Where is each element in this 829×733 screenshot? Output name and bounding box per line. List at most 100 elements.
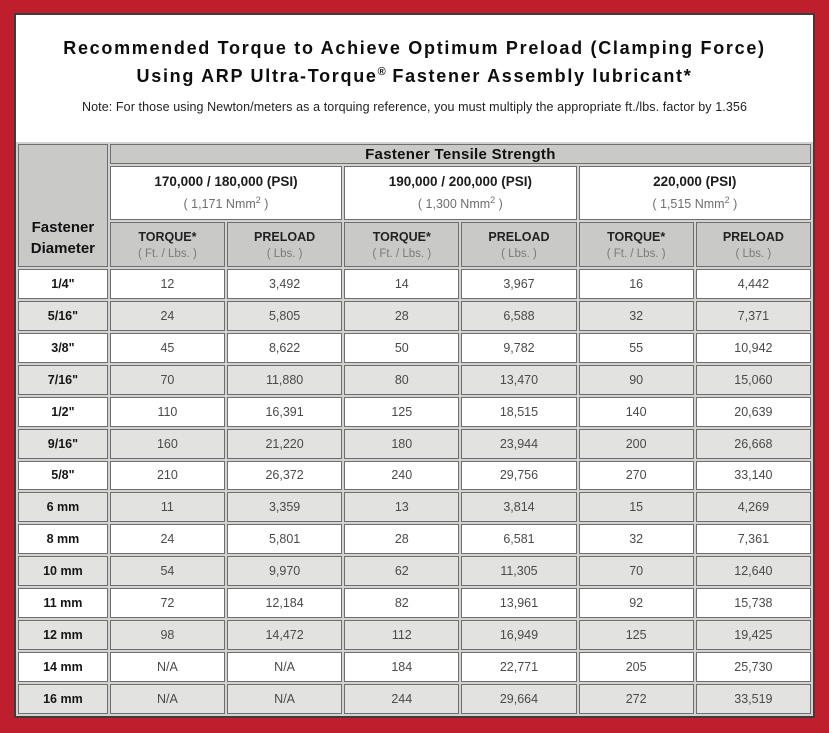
preload-170-cell: 14,472 <box>227 620 343 651</box>
tensile-strength-header: Fastener Tensile Strength <box>109 144 811 164</box>
row-diameter: 8 mm <box>18 524 108 555</box>
preload-220-cell: 20,639 <box>695 396 811 427</box>
table-row: 11 mm 72 12,184 82 13,961 92 15,738 <box>18 588 811 619</box>
torque-170-cell: 98 <box>109 620 225 651</box>
preload-170-cell: 26,372 <box>227 460 343 491</box>
fastener-diameter-header-line2: Diameter <box>30 240 95 257</box>
torque-220-cell: 16 <box>578 269 694 299</box>
preload-190-cell: 3,967 <box>461 269 577 299</box>
preload-170-cell: N/A <box>227 652 343 682</box>
torque-170-cell: 72 <box>109 588 225 619</box>
preload-190-cell: 13,470 <box>461 364 577 395</box>
torque-170-cell: 160 <box>109 428 225 459</box>
torque-190-cell: 125 <box>344 396 460 427</box>
preload-170-cell: 5,801 <box>227 524 343 555</box>
torque-220-cell: 90 <box>578 364 694 395</box>
psi-rating-label: 190,000 / 200,000 (PSI) <box>388 174 533 190</box>
torque-190-cell: 82 <box>344 588 460 619</box>
preload-220-cell: 15,060 <box>695 364 811 395</box>
torque-170-cell: 11 <box>109 492 225 523</box>
torque-170-cell: 12 <box>109 269 225 299</box>
psi-rating-label: 220,000 (PSI) <box>653 174 737 190</box>
preload-190-cell: 13,961 <box>461 588 577 619</box>
preload-column-header: PRELOAD ( Lbs. ) <box>461 222 577 267</box>
column-header-row: TORQUE* ( Ft. / Lbs. ) PRELOAD ( Lbs. ) … <box>18 222 811 267</box>
torque-220-cell: 70 <box>578 556 694 587</box>
title-block: Recommended Torque to Achieve Optimum Pr… <box>16 15 813 142</box>
row-diameter: 3/8" <box>18 332 108 363</box>
preload-220-cell: 15,738 <box>695 588 811 619</box>
table-row: 5/8" 210 26,372 240 29,756 270 33,140 <box>18 460 811 491</box>
torque-column-header: TORQUE* ( Ft. / Lbs. ) <box>109 222 225 267</box>
row-diameter: 12 mm <box>18 620 108 651</box>
title-line2-post: Fastener Assembly lubricant* <box>385 65 693 86</box>
preload-220-cell: 33,140 <box>695 460 811 491</box>
preload-190-cell: 29,664 <box>461 683 577 714</box>
torque-column-header: TORQUE* ( Ft. / Lbs. ) <box>344 222 460 267</box>
torque-190-cell: 180 <box>344 428 460 459</box>
preload-220-cell: 33,519 <box>695 683 811 714</box>
title-line2-pre: Using ARP Ultra-Torque <box>136 65 378 86</box>
content-panel: Recommended Torque to Achieve Optimum Pr… <box>14 13 815 718</box>
preload-220-cell: 4,269 <box>695 492 811 523</box>
torque-170-cell: N/A <box>109 683 225 714</box>
fastener-diameter-header: Fastener Diameter <box>18 144 108 267</box>
preload-190-cell: 6,581 <box>461 524 577 555</box>
psi-rating-label: 170,000 / 180,000 (PSI) <box>154 174 298 190</box>
preload-190-cell: 18,515 <box>461 396 577 427</box>
torque-190-cell: 13 <box>344 492 460 523</box>
tensile-strength-row: Fastener Diameter Fastener Tensile Stren… <box>18 144 811 267</box>
preload-190-cell: 22,771 <box>461 652 577 682</box>
torque-220-cell: 270 <box>578 460 694 491</box>
title-line1: Recommended Torque to Achieve Optimum Pr… <box>63 38 766 58</box>
torque-220-cell: 92 <box>578 588 694 619</box>
preload-190-cell: 16,949 <box>461 620 577 651</box>
table-row: 1/4" 12 3,492 14 3,967 16 4,442 <box>18 269 811 299</box>
table-row: 12 mm 98 14,472 112 16,949 125 19,425 <box>18 620 811 651</box>
row-diameter: 16 mm <box>18 683 108 714</box>
torque-column-header: TORQUE* ( Ft. / Lbs. ) <box>578 222 694 267</box>
preload-220-cell: 7,361 <box>695 524 811 555</box>
preload-190-cell: 11,305 <box>461 556 577 587</box>
torque-220-cell: 125 <box>578 620 694 651</box>
preload-170-cell: 12,184 <box>227 588 343 619</box>
row-diameter: 7/16" <box>18 364 108 395</box>
torque-170-cell: 110 <box>109 396 225 427</box>
row-diameter: 10 mm <box>18 556 108 587</box>
torque-220-cell: 15 <box>578 492 694 523</box>
torque-170-cell: 70 <box>109 364 225 395</box>
nmm-rating-label: ( 1,300 Nmm2 ) <box>417 195 503 212</box>
preload-190-cell: 6,588 <box>461 300 577 331</box>
table-row: 16 mm N/A N/A 244 29,664 272 33,519 <box>18 683 811 714</box>
row-diameter: 11 mm <box>18 588 108 619</box>
preload-220-cell: 26,668 <box>695 428 811 459</box>
table-row: 8 mm 24 5,801 28 6,581 32 7,361 <box>18 524 811 555</box>
table-row: 9/16" 160 21,220 180 23,944 200 26,668 <box>18 428 811 459</box>
torque-170-cell: 24 <box>109 524 225 555</box>
psi-rating-row: 170,000 / 180,000 (PSI) ( 1,171 Nmm2 ) 1… <box>18 166 811 220</box>
row-diameter: 5/16" <box>18 300 108 331</box>
torque-190-cell: 80 <box>344 364 460 395</box>
preload-190-cell: 3,814 <box>461 492 577 523</box>
table-row: 14 mm N/A N/A 184 22,771 205 25,730 <box>18 652 811 682</box>
table-row: 3/8" 45 8,622 50 9,782 55 10,942 <box>18 332 811 363</box>
preload-220-cell: 25,730 <box>695 652 811 682</box>
preload-170-cell: 3,359 <box>227 492 343 523</box>
table-row: 10 mm 54 9,970 62 11,305 70 12,640 <box>18 556 811 587</box>
preload-190-cell: 23,944 <box>461 428 577 459</box>
strength-group-190-200: 190,000 / 200,000 (PSI) ( 1,300 Nmm2 ) <box>344 166 577 220</box>
torque-220-cell: 32 <box>578 300 694 331</box>
preload-170-cell: 21,220 <box>227 428 343 459</box>
preload-170-cell: 16,391 <box>227 396 343 427</box>
torque-190-cell: 28 <box>344 300 460 331</box>
torque-190-cell: 50 <box>344 332 460 363</box>
table-row: 7/16" 70 11,880 80 13,470 90 15,060 <box>18 364 811 395</box>
preload-170-cell: 5,805 <box>227 300 343 331</box>
row-diameter: 9/16" <box>18 428 108 459</box>
preload-220-cell: 19,425 <box>695 620 811 651</box>
row-diameter: 5/8" <box>18 460 108 491</box>
preload-170-cell: 8,622 <box>227 332 343 363</box>
torque-170-cell: 210 <box>109 460 225 491</box>
table-row: 5/16" 24 5,805 28 6,588 32 7,371 <box>18 300 811 331</box>
